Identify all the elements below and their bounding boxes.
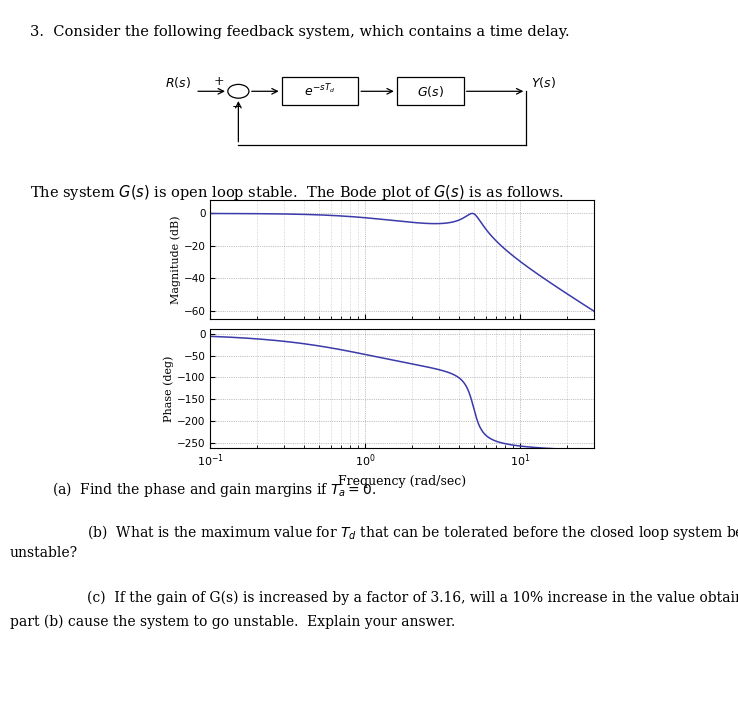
Text: +: + xyxy=(213,74,224,87)
Text: (a)  Find the phase and gain margins if $T_a = 0$.: (a) Find the phase and gain margins if $… xyxy=(52,480,376,499)
Y-axis label: Phase (deg): Phase (deg) xyxy=(164,355,174,422)
Text: part (b) cause the system to go unstable.  Explain your answer.: part (b) cause the system to go unstable… xyxy=(10,614,455,629)
Text: $G(s)$: $G(s)$ xyxy=(417,84,444,99)
Text: The system $G(s)$ is open loop stable.  The Bode plot of $G(s)$ is as follows.: The system $G(s)$ is open loop stable. T… xyxy=(30,183,563,202)
Text: unstable?: unstable? xyxy=(10,546,77,561)
Text: $Y(s)$: $Y(s)$ xyxy=(531,74,556,90)
Text: $R(s)$: $R(s)$ xyxy=(165,74,190,90)
X-axis label: Frequency (rad/sec): Frequency (rad/sec) xyxy=(338,475,466,488)
Text: −: − xyxy=(231,101,242,114)
Text: (c)  If the gain of G(s) is increased by a factor of 3.16, will a 10% increase i: (c) If the gain of G(s) is increased by … xyxy=(52,591,738,605)
Y-axis label: Magnitude (dB): Magnitude (dB) xyxy=(170,216,181,304)
Bar xyxy=(282,77,359,105)
Text: 3.  Consider the following feedback system, which contains a time delay.: 3. Consider the following feedback syste… xyxy=(30,25,569,39)
Text: (b)  What is the maximum value for $T_d$ that can be tolerated before the closed: (b) What is the maximum value for $T_d$ … xyxy=(52,523,738,542)
Text: $e^{-sT_d}$: $e^{-sT_d}$ xyxy=(304,83,336,100)
Bar xyxy=(397,77,464,105)
